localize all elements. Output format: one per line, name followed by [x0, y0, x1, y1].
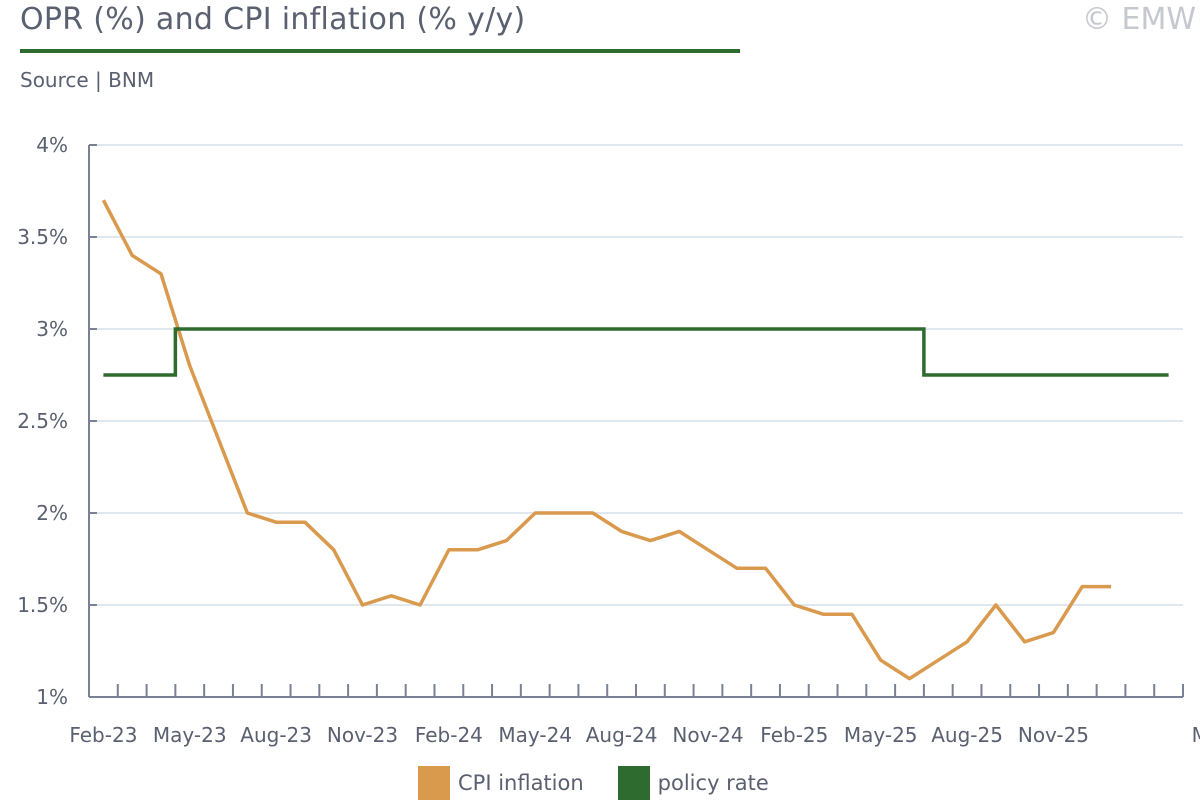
- legend-swatch-cpi: [418, 766, 450, 800]
- source-label: Source | BNM: [20, 68, 155, 92]
- x-tick-label: Feb-24: [415, 723, 483, 747]
- y-tick-label: 2%: [36, 501, 68, 525]
- legend-swatch-policy: [617, 766, 650, 800]
- y-tick-label: 1%: [36, 685, 68, 709]
- y-tick-label: 3%: [36, 317, 68, 341]
- y-tick-label: 3.5%: [17, 225, 68, 249]
- legend-item-policy: policy rate: [617, 766, 769, 800]
- y-tick-label: 4%: [36, 133, 68, 157]
- x-tick-label: May-24: [498, 723, 572, 747]
- x-tick-label: Aug-24: [586, 723, 658, 747]
- x-tick-label: Nov-24: [672, 723, 743, 747]
- title-underline: [20, 49, 740, 53]
- policy-rate-line: [103, 327, 1169, 377]
- x-tick-label: Feb-23: [69, 723, 137, 747]
- x-tick-label: Nov-25: [1018, 723, 1089, 747]
- copyright-label: © EMW: [1081, 2, 1196, 37]
- x-tick-label: Aug-23: [240, 723, 312, 747]
- x-tick-label: May-23: [153, 723, 227, 747]
- x-tick-label: Nov-23: [327, 723, 398, 747]
- y-tick-label: 1.5%: [17, 593, 68, 617]
- legend-label-cpi: CPI inflation: [458, 771, 584, 795]
- x-tick-label: Aug-25: [931, 723, 1003, 747]
- y-tick-label: 2.5%: [17, 409, 68, 433]
- x-tick-label: May-25: [844, 723, 918, 747]
- chart-title: OPR (%) and CPI inflation (% y/y): [20, 2, 526, 37]
- cpi-inflation-line: [101, 199, 1112, 681]
- legend-item-cpi: CPI inflation: [418, 766, 584, 800]
- x-tick-label: Feb-25: [760, 723, 828, 747]
- x-tick-label: Mar-26: [1192, 723, 1200, 747]
- legend-label-policy: policy rate: [657, 771, 769, 795]
- legend: CPI inflation policy rate: [418, 766, 803, 800]
